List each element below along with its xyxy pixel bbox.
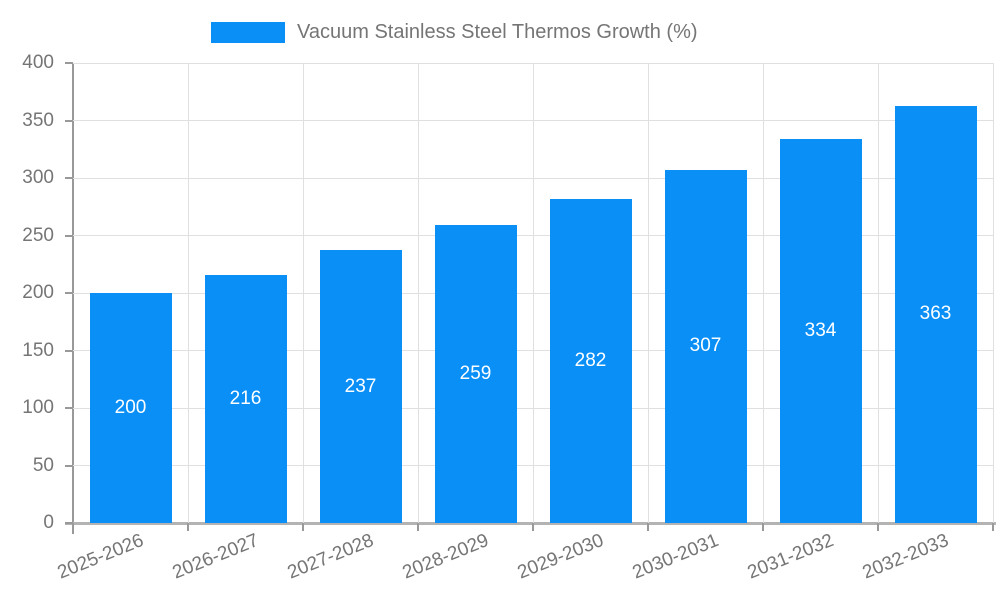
legend-label: Vacuum Stainless Steel Thermos Growth (%… (297, 21, 698, 43)
y-axis-tick (65, 177, 73, 179)
y-axis-tick-label: 200 (22, 282, 54, 303)
x-axis-category-label: 2030-2031 (629, 530, 722, 584)
bar[interactable] (894, 105, 977, 523)
y-axis-tick (65, 119, 73, 122)
x-gridline (877, 63, 879, 523)
y-axis-tick-label: 50 (32, 454, 54, 476)
x-axis-category-label: 2028-2029 (399, 530, 492, 584)
y-axis-tick-label: 0 (43, 512, 54, 533)
y-axis-tick (65, 464, 73, 467)
x-axis-tick (532, 523, 534, 531)
bar[interactable] (319, 250, 402, 523)
x-axis-category-label: 2029-2030 (514, 530, 607, 584)
x-axis-tick (302, 523, 304, 531)
x-axis-tick (762, 523, 764, 531)
y-axis-tick-label: 400 (22, 52, 54, 73)
y-axis-tick-label: 250 (22, 224, 54, 246)
x-axis-line (65, 522, 996, 525)
legend-item[interactable]: Vacuum Stainless Steel Thermos Growth (%… (211, 21, 698, 44)
x-axis-category-label: 2025-2026 (54, 530, 147, 584)
y-axis-tick (65, 62, 73, 64)
bar[interactable] (434, 225, 517, 523)
y-axis-tick (65, 234, 73, 237)
legend-swatch (211, 22, 285, 43)
x-gridline (992, 63, 994, 523)
x-gridline (532, 63, 534, 523)
x-gridline (762, 63, 764, 523)
y-axis-line (72, 63, 74, 534)
y-axis-tick-label: 150 (22, 339, 54, 361)
x-axis-tick (417, 523, 419, 531)
bar[interactable] (89, 293, 172, 523)
x-gridline (647, 63, 649, 523)
x-axis-category-label: 2026-2027 (169, 530, 262, 584)
x-gridline (187, 63, 189, 523)
x-axis-tick (877, 523, 879, 531)
x-gridline (302, 63, 304, 523)
x-axis-category-label: 2027-2028 (284, 530, 377, 584)
bar[interactable] (549, 198, 632, 523)
x-gridline (417, 63, 419, 523)
x-axis-tick (187, 523, 189, 531)
y-axis-tick-label: 100 (22, 397, 54, 418)
y-axis-tick (65, 292, 73, 294)
bar[interactable] (664, 169, 747, 523)
bar[interactable] (779, 138, 862, 523)
x-axis-category-label: 2032-2033 (859, 530, 952, 584)
x-axis-tick (992, 523, 994, 531)
x-axis-tick (647, 523, 649, 531)
bar[interactable] (204, 274, 287, 523)
y-axis-tick-label: 300 (22, 167, 54, 188)
y-axis-tick (65, 522, 73, 524)
x-axis-category-label: 2031-2032 (744, 530, 837, 584)
y-axis-tick (65, 349, 73, 352)
x-axis-tick (72, 523, 74, 531)
y-axis-tick (65, 407, 73, 409)
y-axis-tick-label: 350 (22, 109, 54, 131)
